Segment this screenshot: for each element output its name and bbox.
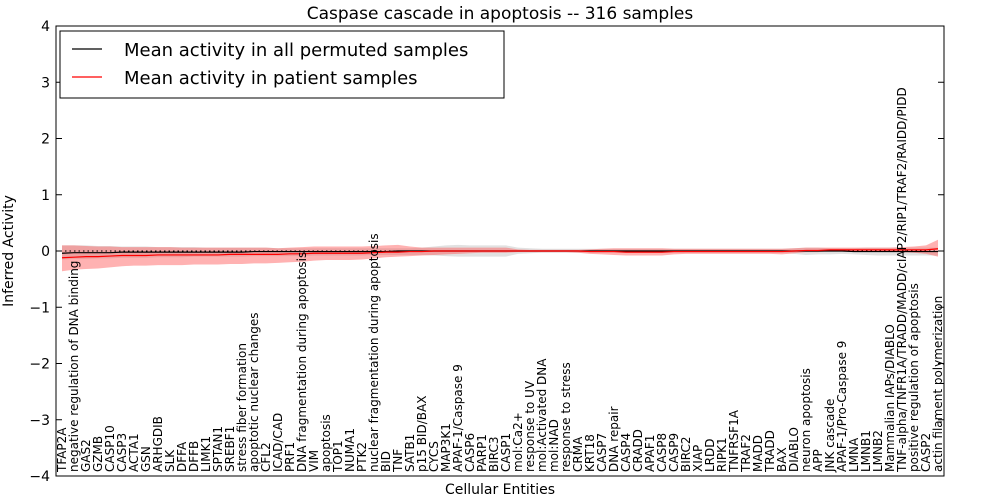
x-tick-label: CASP2 (919, 433, 933, 472)
x-tick-label: TNF-alpha/TNFR1A/TRADD/MADD/cIAP2/RIP1/T… (895, 87, 909, 473)
band-permuted (62, 244, 938, 260)
x-tick-label: stress fiber formation (235, 343, 249, 472)
x-tick-label: MADD (751, 435, 765, 472)
x-tick-label: BID (379, 451, 393, 472)
x-tick-label: APAF-1/Caspase 9 (451, 364, 465, 472)
legend: Mean activity in all permuted samples Me… (59, 30, 505, 99)
x-tick-label: PTK2 (355, 442, 369, 472)
x-tick-label: LMNA (847, 437, 861, 472)
x-tick-label: CFL2 (259, 442, 273, 472)
legend-label-patient: Mean activity in patient samples (124, 68, 418, 89)
x-tick-label: GZMB (91, 436, 105, 472)
x-tick-label: CASP7 (595, 433, 609, 472)
x-tick-label: MAP3K1 (439, 423, 453, 472)
x-tick-label: CRMA (571, 436, 585, 472)
x-tick-label: APP (811, 449, 825, 472)
x-tick-label: APAF-1/Pro-Caspase 9 (835, 341, 849, 472)
x-tick-label: DFFB (187, 441, 201, 472)
x-tick-label: CASP6 (463, 433, 477, 472)
x-tick-label: CASP4 (619, 433, 633, 472)
x-tick-label: RIPK1 (715, 437, 729, 472)
plot-frame (55, 25, 945, 477)
x-tick-label: response to stress (559, 362, 573, 472)
y-tick-label: −1 (29, 300, 50, 316)
series-lines (61, 248, 939, 259)
x-tick-label: CASP1 (499, 433, 513, 472)
x-tick-label: TOP1 (331, 440, 345, 473)
x-tick-label: ICAD/CAD (271, 413, 285, 472)
x-axis-label: Cellular Entities (445, 482, 555, 498)
x-tick-label: actin filament polymerization (931, 296, 945, 472)
x-tick-label: BAX (775, 447, 789, 472)
x-tick-label: mol:NAD (547, 419, 561, 472)
x-tick-label: CYCS (427, 441, 441, 472)
x-tick-label: Mammalian IAPs/DIABLO (883, 324, 897, 472)
y-tick-label: −3 (29, 413, 50, 429)
x-tick-label: CASP10 (103, 425, 117, 472)
x-tick-label: nuclear fragmentation during apoptosis (367, 233, 381, 472)
x-tick-label: apoptosis (319, 414, 333, 472)
x-tick-label: ACTA1 (127, 433, 141, 472)
x-tick-label: apoptotic nuclear changes (247, 313, 261, 472)
x-tick-label: LRDD (703, 438, 717, 472)
y-tick-label: −4 (29, 469, 50, 485)
x-tick-label: APAF1 (643, 435, 657, 472)
legend-box (59, 30, 505, 99)
x-tick-label: TNFRSF1A (727, 409, 741, 473)
x-tick-label: response to UV (523, 380, 537, 472)
x-tick-label: TRADD (763, 430, 777, 473)
x-tick-label: DIABLO (787, 427, 801, 472)
x-tick-label: PRF1 (283, 442, 297, 472)
y-tick-label: 3 (41, 75, 50, 91)
y-tick-label: 2 (41, 132, 50, 148)
x-tick-label: CASP9 (667, 433, 681, 472)
x-tick-label: BIRC3 (487, 436, 501, 472)
x-tick-label: negative regulation of DNA binding (67, 261, 81, 472)
y-tick-label: −2 (29, 357, 50, 373)
x-tick-label: KRT18 (583, 434, 597, 472)
x-tick-label: CRADD (631, 429, 645, 472)
chart-title: Caspase cascade in apoptosis -- 316 samp… (307, 4, 694, 24)
x-tick-label: GSN (139, 446, 153, 472)
x-tick-label: DNA repair (607, 406, 621, 472)
x-tick-label: GAS2 (79, 439, 93, 472)
y-tick-label: 1 (41, 188, 50, 204)
x-tick-label: XIAP (691, 445, 705, 472)
x-tick-label: DNA fragmentation during apoptosis (295, 252, 309, 472)
x-tick-label: LMNB1 (859, 430, 873, 472)
x-tick-label: SATB1 (403, 434, 417, 472)
x-tick-label: JNK cascade (823, 399, 837, 473)
x-tick-label: SLK (163, 449, 177, 472)
x-tick-label: LMNB2 (871, 430, 885, 472)
x-tick-label: mol:Activated DNA (535, 358, 549, 472)
x-tick-label: CASP8 (655, 433, 669, 472)
x-tick-label: ARHGDIB (151, 416, 165, 472)
x-tick-label: CASP3 (115, 433, 129, 472)
x-tick-label: TNF (391, 449, 405, 473)
x-tick-label: mol:Ca2+ (511, 412, 525, 472)
confidence-bands (62, 239, 938, 272)
x-tick-label: p15 BID/BAX (415, 396, 429, 472)
y-tick-label: 4 (41, 19, 50, 35)
y-tick-label: 0 (41, 244, 50, 260)
y-axis-label: Inferred Activity (1, 195, 17, 307)
x-tick-label: LIMK1 (199, 436, 213, 472)
legend-label-permuted: Mean activity in all permuted samples (124, 40, 468, 61)
band-patient (62, 239, 938, 272)
x-tick-label: TFAP2A (55, 427, 69, 473)
x-tick-label: NUMA1 (343, 428, 357, 472)
x-tick-label: DFFA (175, 441, 189, 472)
x-tick-label: BIRC2 (679, 436, 693, 472)
series-line-patient (61, 248, 939, 259)
x-tick-label: PARP1 (475, 434, 489, 472)
x-tick-label: SPTAN1 (211, 426, 225, 472)
x-tick-label: positive regulation of apoptosis (907, 283, 921, 472)
x-tick-label: SREBF1 (223, 426, 237, 472)
x-tick-label: neuron apoptosis (799, 368, 813, 472)
x-tick-label: TRAF2 (739, 434, 753, 473)
x-tick-label: VIM (307, 450, 321, 472)
